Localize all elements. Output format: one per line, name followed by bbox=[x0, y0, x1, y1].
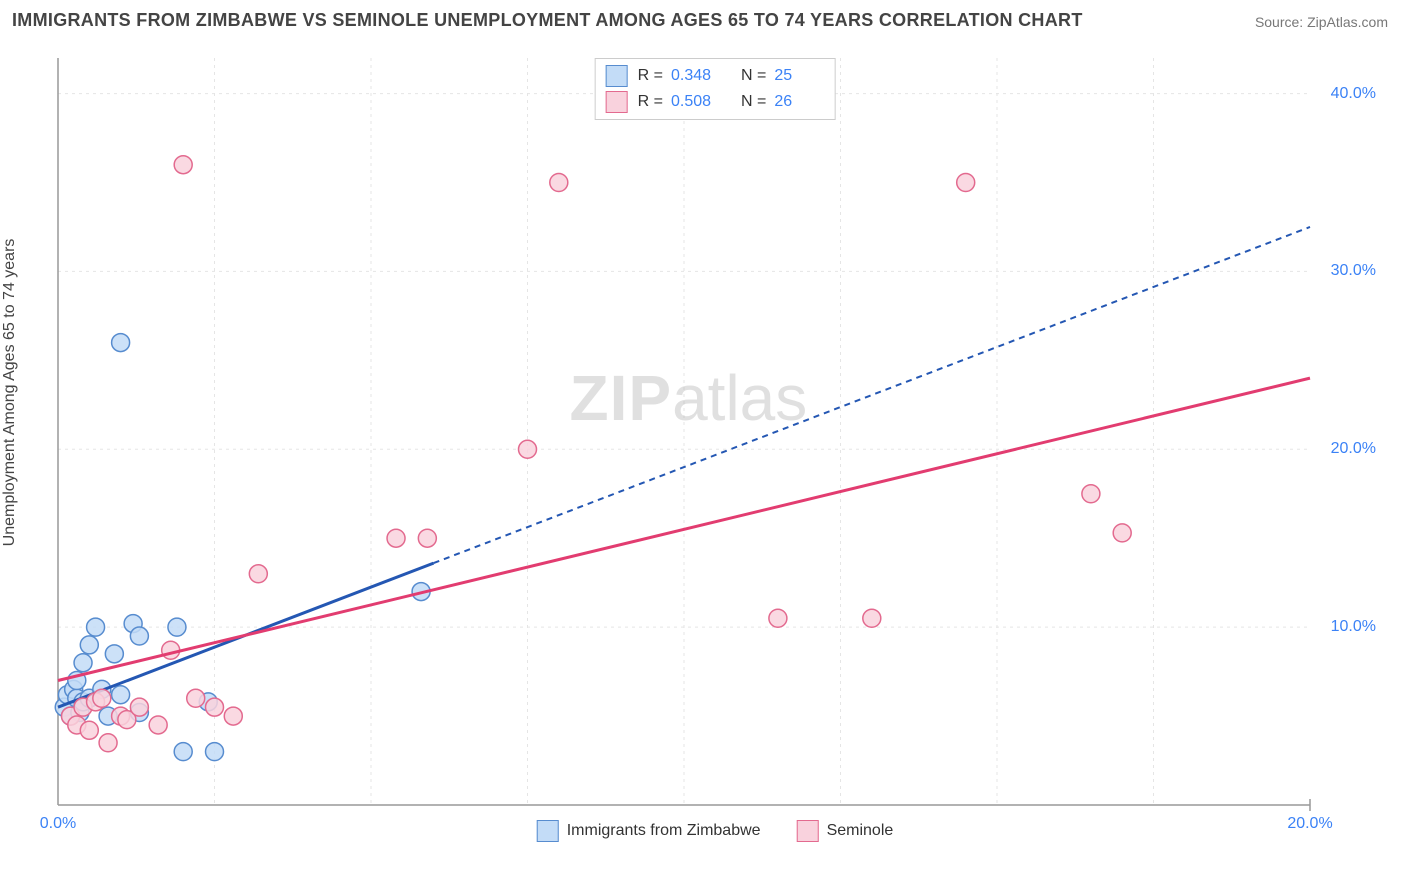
legend-swatch bbox=[606, 65, 628, 87]
legend-swatch bbox=[797, 820, 819, 842]
legend-label: Immigrants from Zimbabwe bbox=[567, 822, 761, 840]
legend-n-label: N = bbox=[741, 67, 766, 85]
legend-r-value: 0.508 bbox=[671, 93, 721, 111]
scatter-plot bbox=[50, 50, 1380, 840]
legend-r-label: R = bbox=[638, 67, 663, 85]
chart-area: Unemployment Among Ages 65 to 74 years Z… bbox=[40, 50, 1380, 840]
y-tick-label: 20.0% bbox=[1331, 440, 1376, 458]
legend-correlation: R = 0.348 N = 25 R = 0.508 N = 26 bbox=[595, 58, 836, 120]
legend-swatch bbox=[606, 91, 628, 113]
y-axis-label: Unemployment Among Ages 65 to 74 years bbox=[1, 239, 19, 547]
legend-item: Seminole bbox=[797, 820, 894, 842]
source-label: Source: ZipAtlas.com bbox=[1255, 14, 1388, 30]
legend-r-value: 0.348 bbox=[671, 67, 721, 85]
legend-n-value: 25 bbox=[774, 67, 824, 85]
plot-region: ZIPatlas R =0.348N =25R =0.508N =26 Immi… bbox=[50, 50, 1380, 840]
legend-swatch bbox=[537, 820, 559, 842]
chart-title: IMMIGRANTS FROM ZIMBABWE VS SEMINOLE UNE… bbox=[12, 10, 1083, 31]
y-tick-label: 10.0% bbox=[1331, 618, 1376, 636]
legend-n-label: N = bbox=[741, 93, 766, 111]
legend-series: Immigrants from Zimbabwe Seminole bbox=[537, 820, 894, 842]
legend-correlation-row: R = 0.348 N = 25 bbox=[606, 63, 825, 89]
legend-r-label: R = bbox=[638, 93, 663, 111]
legend-n-value: 26 bbox=[774, 93, 824, 111]
x-tick-label: 0.0% bbox=[40, 815, 76, 833]
y-tick-label: 30.0% bbox=[1331, 262, 1376, 280]
legend-correlation-row: R = 0.508 N = 26 bbox=[606, 89, 825, 115]
x-tick-label: 20.0% bbox=[1287, 815, 1332, 833]
legend-item: Immigrants from Zimbabwe bbox=[537, 820, 761, 842]
legend-label: Seminole bbox=[827, 822, 894, 840]
y-tick-label: 40.0% bbox=[1331, 85, 1376, 103]
